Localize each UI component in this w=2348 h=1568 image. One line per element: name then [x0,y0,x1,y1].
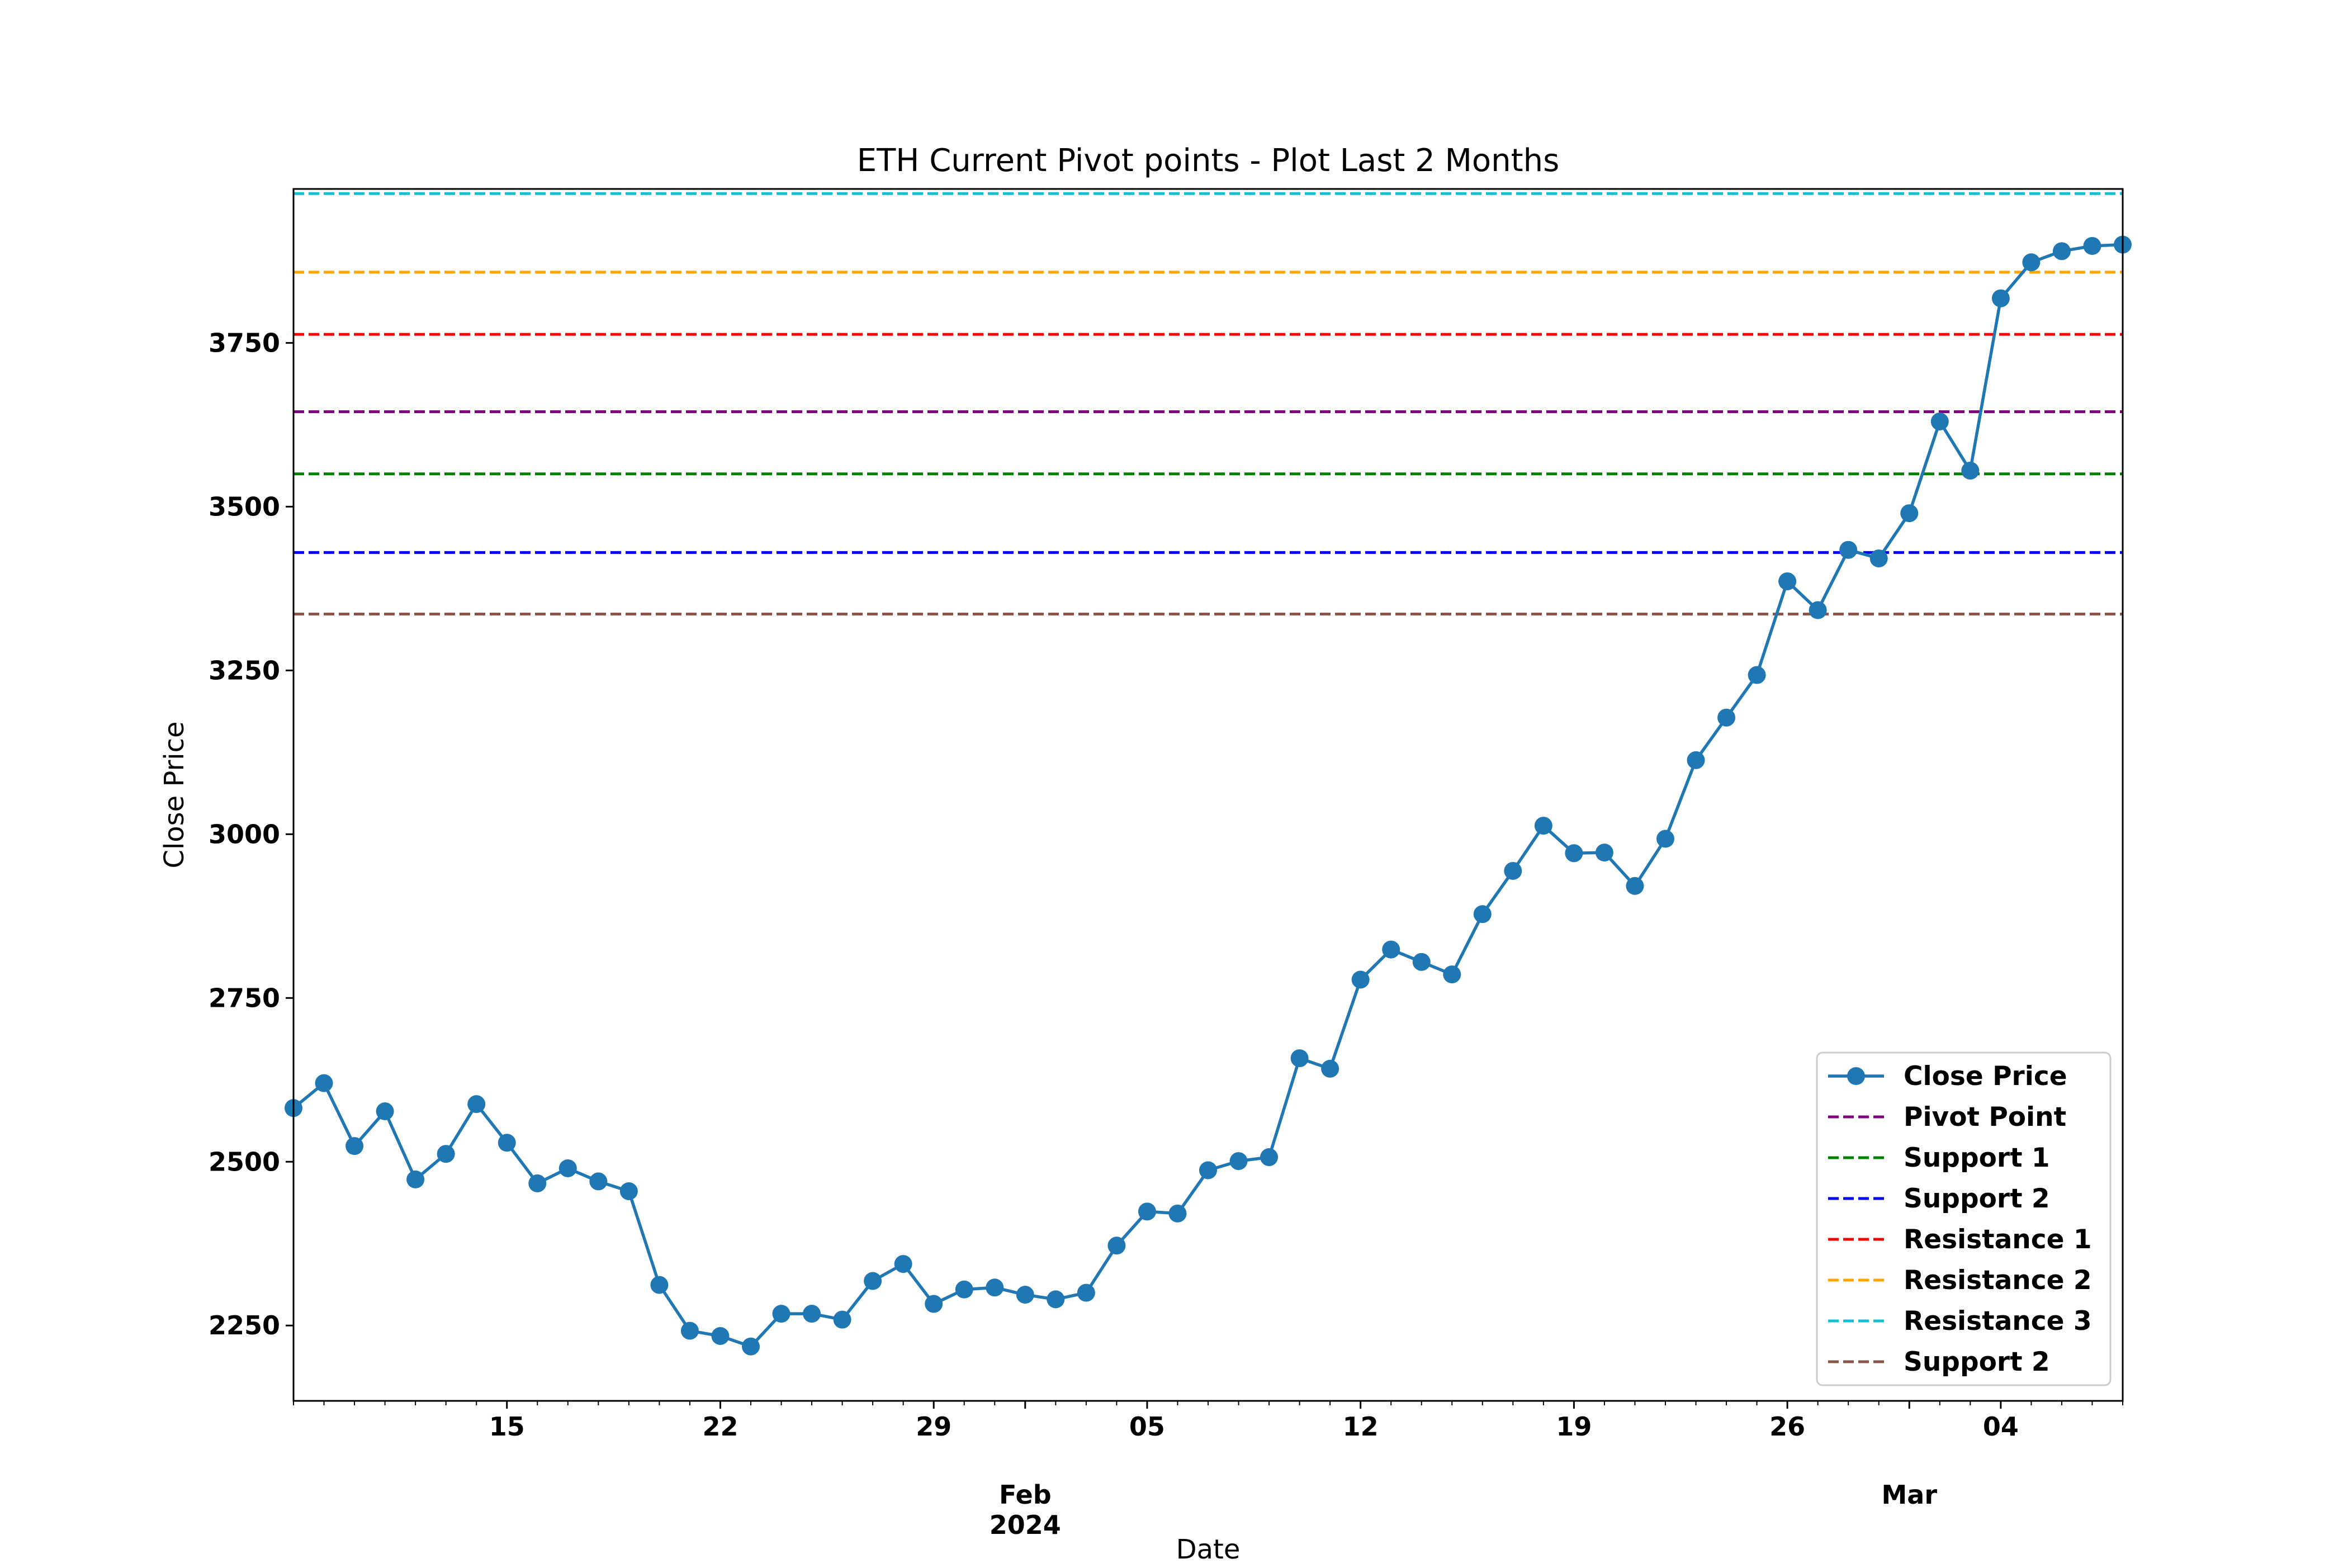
legend-label: Resistance 3 [1904,1306,2092,1337]
data-point [955,1280,973,1299]
data-point [894,1255,912,1273]
data-point [1900,504,1919,523]
data-point [1229,1152,1248,1171]
data-point [2083,236,2101,255]
y-tick-label: 2500 [209,1147,280,1177]
data-point [315,1074,333,1092]
data-point [1199,1161,1217,1179]
legend-label: Support 2 [1904,1183,2050,1214]
data-point [1473,905,1492,923]
data-point [986,1278,1004,1297]
data-point [619,1182,638,1200]
data-point [1382,940,1400,959]
data-point [864,1272,882,1290]
y-tick-label: 3750 [209,328,280,358]
data-point [1504,861,1522,880]
data-point [1656,830,1674,848]
legend-label: Pivot Point [1904,1102,2066,1133]
data-point [1839,541,1858,559]
data-point [1290,1049,1309,1068]
y-tick-label: 3000 [209,819,280,849]
y-tick-label: 3500 [209,491,280,522]
data-point [1748,666,1766,684]
data-point [1930,413,1949,431]
data-point [1809,601,1827,619]
legend-label: Close Price [1904,1061,2067,1092]
data-point [1138,1202,1156,1221]
legend-label: Support 1 [1904,1143,2050,1173]
data-point [1869,549,1888,567]
data-point [528,1174,547,1192]
data-point [1351,970,1370,989]
y-tick-label: 3250 [209,655,280,685]
data-point [1077,1283,1095,1302]
data-point [1534,817,1552,835]
data-point [1717,708,1736,727]
data-point [558,1159,577,1177]
data-point [1047,1290,1065,1309]
data-point [833,1310,851,1329]
x-tick-label: 12 [1343,1411,1379,1442]
x-tick-label: 05 [1129,1411,1165,1442]
data-point [1412,953,1431,971]
data-point [1961,461,1980,480]
legend-label: Resistance 1 [1904,1224,2092,1255]
data-point [772,1305,790,1323]
y-axis-label: Close Price [159,721,190,868]
data-point [467,1095,486,1114]
data-point [437,1145,455,1163]
data-point [1991,289,2010,307]
data-point [1778,572,1797,590]
x-axis-label: Date [1176,1534,1241,1565]
data-point [711,1327,730,1345]
x-tick-label: 26 [1769,1411,1805,1442]
y-tick-label: 2750 [209,983,280,1013]
x-tick-label: Mar [1882,1480,1938,1510]
x-tick-label: 19 [1556,1411,1592,1442]
data-point [345,1137,364,1155]
data-point [680,1321,699,1340]
data-point [742,1337,760,1356]
y-tick-label: 2250 [209,1310,280,1340]
chart-title: ETH Current Pivot points - Plot Last 2 M… [857,143,1560,179]
data-point [1687,751,1705,769]
data-point [1321,1059,1339,1078]
data-point [925,1295,943,1313]
data-point [803,1305,821,1323]
data-point [1595,844,1613,862]
data-point [498,1134,516,1152]
x-tick-label: 29 [916,1411,951,1442]
data-point [589,1172,608,1191]
data-point [1168,1204,1187,1223]
data-point [2022,253,2041,272]
legend-marker [1847,1067,1865,1085]
data-point [650,1276,669,1294]
legend-label: Resistance 2 [1904,1265,2092,1296]
x-tick-label: 04 [1983,1411,2019,1442]
x-tick-label: Feb [999,1480,1052,1510]
legend: Close Price Pivot Point Support 1 Support 2… [1816,1051,2112,1386]
legend-label: Support 2 [1904,1347,2050,1377]
data-point [1260,1148,1279,1167]
data-point [376,1102,394,1121]
data-point [1565,844,1583,863]
data-point [1626,877,1644,895]
data-point [1016,1286,1034,1304]
x-tick-label: 15 [489,1411,525,1442]
data-point [1443,965,1461,984]
x-tick-label: 22 [702,1411,738,1442]
data-point [406,1170,425,1188]
x-tick-label: 2024 [990,1510,1061,1540]
legend-box [1816,1051,2112,1386]
data-point [2052,242,2071,260]
data-point [1107,1237,1126,1255]
